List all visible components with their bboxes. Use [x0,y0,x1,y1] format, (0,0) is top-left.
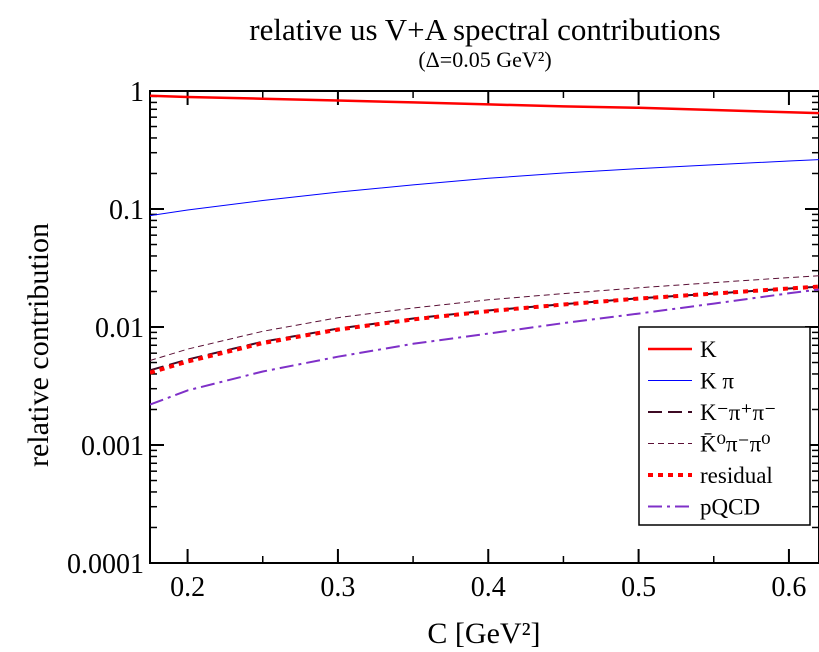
legend-label: K [700,337,717,362]
x-tick-label: 0.6 [771,572,806,603]
legend-box [638,326,811,526]
series-line-0 [150,94,819,115]
legend-label: K⁻π⁺π⁻ [700,400,776,425]
series-line-3 [150,275,819,361]
chart-subtitle: (Δ=0.05 GeV²) [418,47,551,72]
chart-title: relative us V+A spectral contributions [249,12,720,47]
series-line-1 [150,159,819,217]
y-tick-label: 0.1 [109,195,144,226]
legend-label: residual [700,463,773,488]
series-line-5 [150,288,819,406]
y-tick-label: 1 [130,77,144,108]
x-axis-label: C [GeV²] [427,617,540,650]
legend: K K π K⁻π⁺π⁻ K̄⁰π⁻π⁰ residual pQCD [638,326,811,526]
y-tick-label: 0.01 [95,313,144,344]
series-line-4 [150,284,819,375]
x-axis-ticks: 0.2 0.3 0.4 0.5 0.6 [170,91,806,603]
y-tick-label: 0.001 [81,431,144,462]
y-tick-label: 0.0001 [67,549,144,580]
x-tick-label: 0.2 [170,572,205,603]
series-lines [150,94,819,406]
y-axis-label: relative contribution [22,223,55,467]
x-tick-label: 0.5 [621,572,656,603]
x-tick-label: 0.3 [320,572,355,603]
x-tick-label: 0.4 [471,572,506,603]
legend-label: pQCD [700,495,760,520]
legend-label: K̄⁰π⁻π⁰ [700,432,770,457]
legend-label: K π [700,369,734,394]
legend-items: K K π K⁻π⁺π⁻ K̄⁰π⁻π⁰ residual pQCD [648,337,776,520]
y-axis-ticks: 1 0.1 0.01 0.001 0.0001 [67,77,819,580]
plot-area: 1 0.1 0.01 0.001 0.0001 0.2 0.3 0.4 0.5 0.6 [67,77,819,603]
